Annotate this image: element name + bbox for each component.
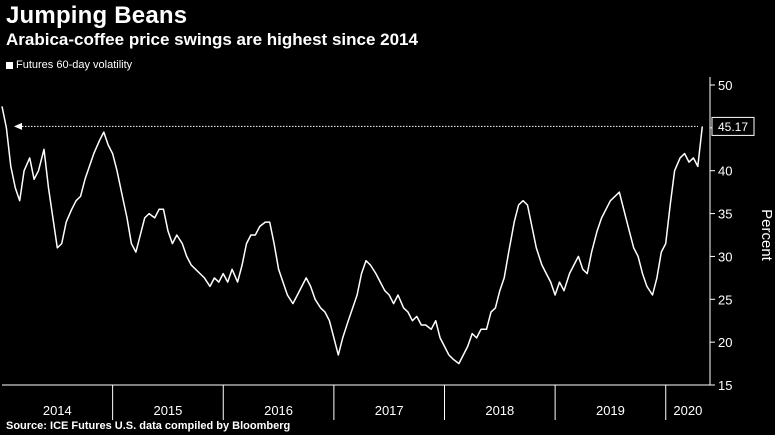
callout-box [711,116,755,136]
y-tick-label: 40 [718,164,732,179]
legend-swatch [6,61,13,69]
x-tick-label: 2016 [264,403,293,418]
callout-arrow-icon [14,122,22,130]
x-tick-label: 2015 [153,403,182,418]
legend: Futures 60-day volatility [6,59,132,71]
chart-subtitle: Arabica-coffee price swings are highest … [6,30,418,49]
legend-label: Futures 60-day volatility [16,59,133,71]
x-tick-label: 2017 [375,403,404,418]
series-line [1,106,704,365]
y-axis: 15 20 25 30 35 40 50 [709,77,732,393]
x-tick-label: 2020 [673,403,702,418]
x-axis: 2014 2015 2016 2017 2018 2019 2020 [2,384,710,420]
y-axis-label: Percent [758,209,775,262]
callout-layer: 45.17 [14,116,755,136]
callout-value-label: 45.17 [718,120,748,134]
series-layer [1,106,704,365]
x-tick-label: 2018 [485,403,514,418]
y-tick-label: 15 [718,378,732,393]
x-tick-label: 2014 [43,403,72,418]
chart-title: Jumping Beans [6,2,188,29]
y-tick-label: 25 [718,292,732,307]
x-tick-label: 2019 [596,403,625,418]
y-tick-label: 35 [718,207,732,222]
y-tick-label: 20 [718,335,732,350]
y-tick-label: 30 [718,249,732,264]
y-tick-label: 50 [718,78,732,93]
source-note: Source: ICE Futures U.S. data compiled b… [6,420,291,432]
